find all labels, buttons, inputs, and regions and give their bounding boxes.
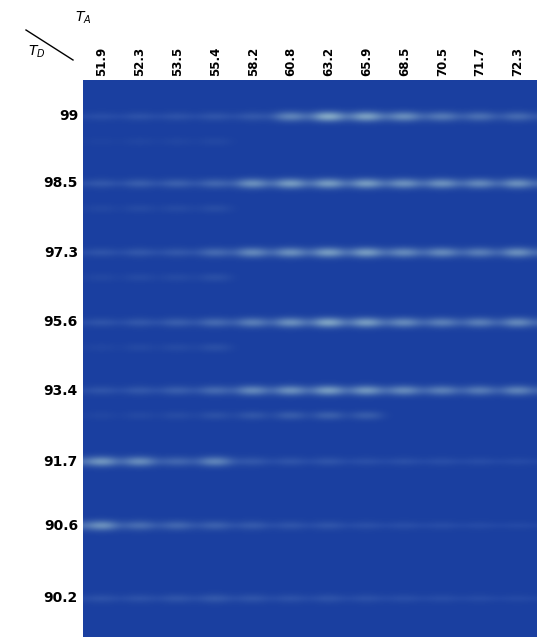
Text: 98.5: 98.5	[44, 176, 78, 190]
Text: 63.2: 63.2	[322, 47, 335, 76]
Text: $T_A$: $T_A$	[75, 10, 91, 26]
Text: 51.9: 51.9	[96, 47, 109, 76]
Text: 53.5: 53.5	[171, 47, 184, 76]
Text: 95.6: 95.6	[44, 315, 78, 329]
Text: 90.6: 90.6	[44, 519, 78, 532]
Text: 97.3: 97.3	[44, 246, 78, 260]
Text: 60.8: 60.8	[285, 47, 298, 76]
Text: 72.3: 72.3	[511, 47, 524, 76]
Text: 90.2: 90.2	[44, 591, 78, 605]
Text: 71.7: 71.7	[474, 47, 487, 76]
Text: 91.7: 91.7	[44, 455, 78, 469]
Text: 52.3: 52.3	[133, 47, 146, 76]
Text: 70.5: 70.5	[436, 47, 449, 76]
Text: 93.4: 93.4	[44, 384, 78, 398]
Text: 99: 99	[59, 109, 78, 123]
Text: 55.4: 55.4	[209, 47, 222, 76]
Text: $T_D$: $T_D$	[28, 44, 45, 60]
Text: 65.9: 65.9	[360, 47, 373, 76]
Text: 68.5: 68.5	[398, 47, 411, 76]
Text: 58.2: 58.2	[247, 47, 260, 76]
